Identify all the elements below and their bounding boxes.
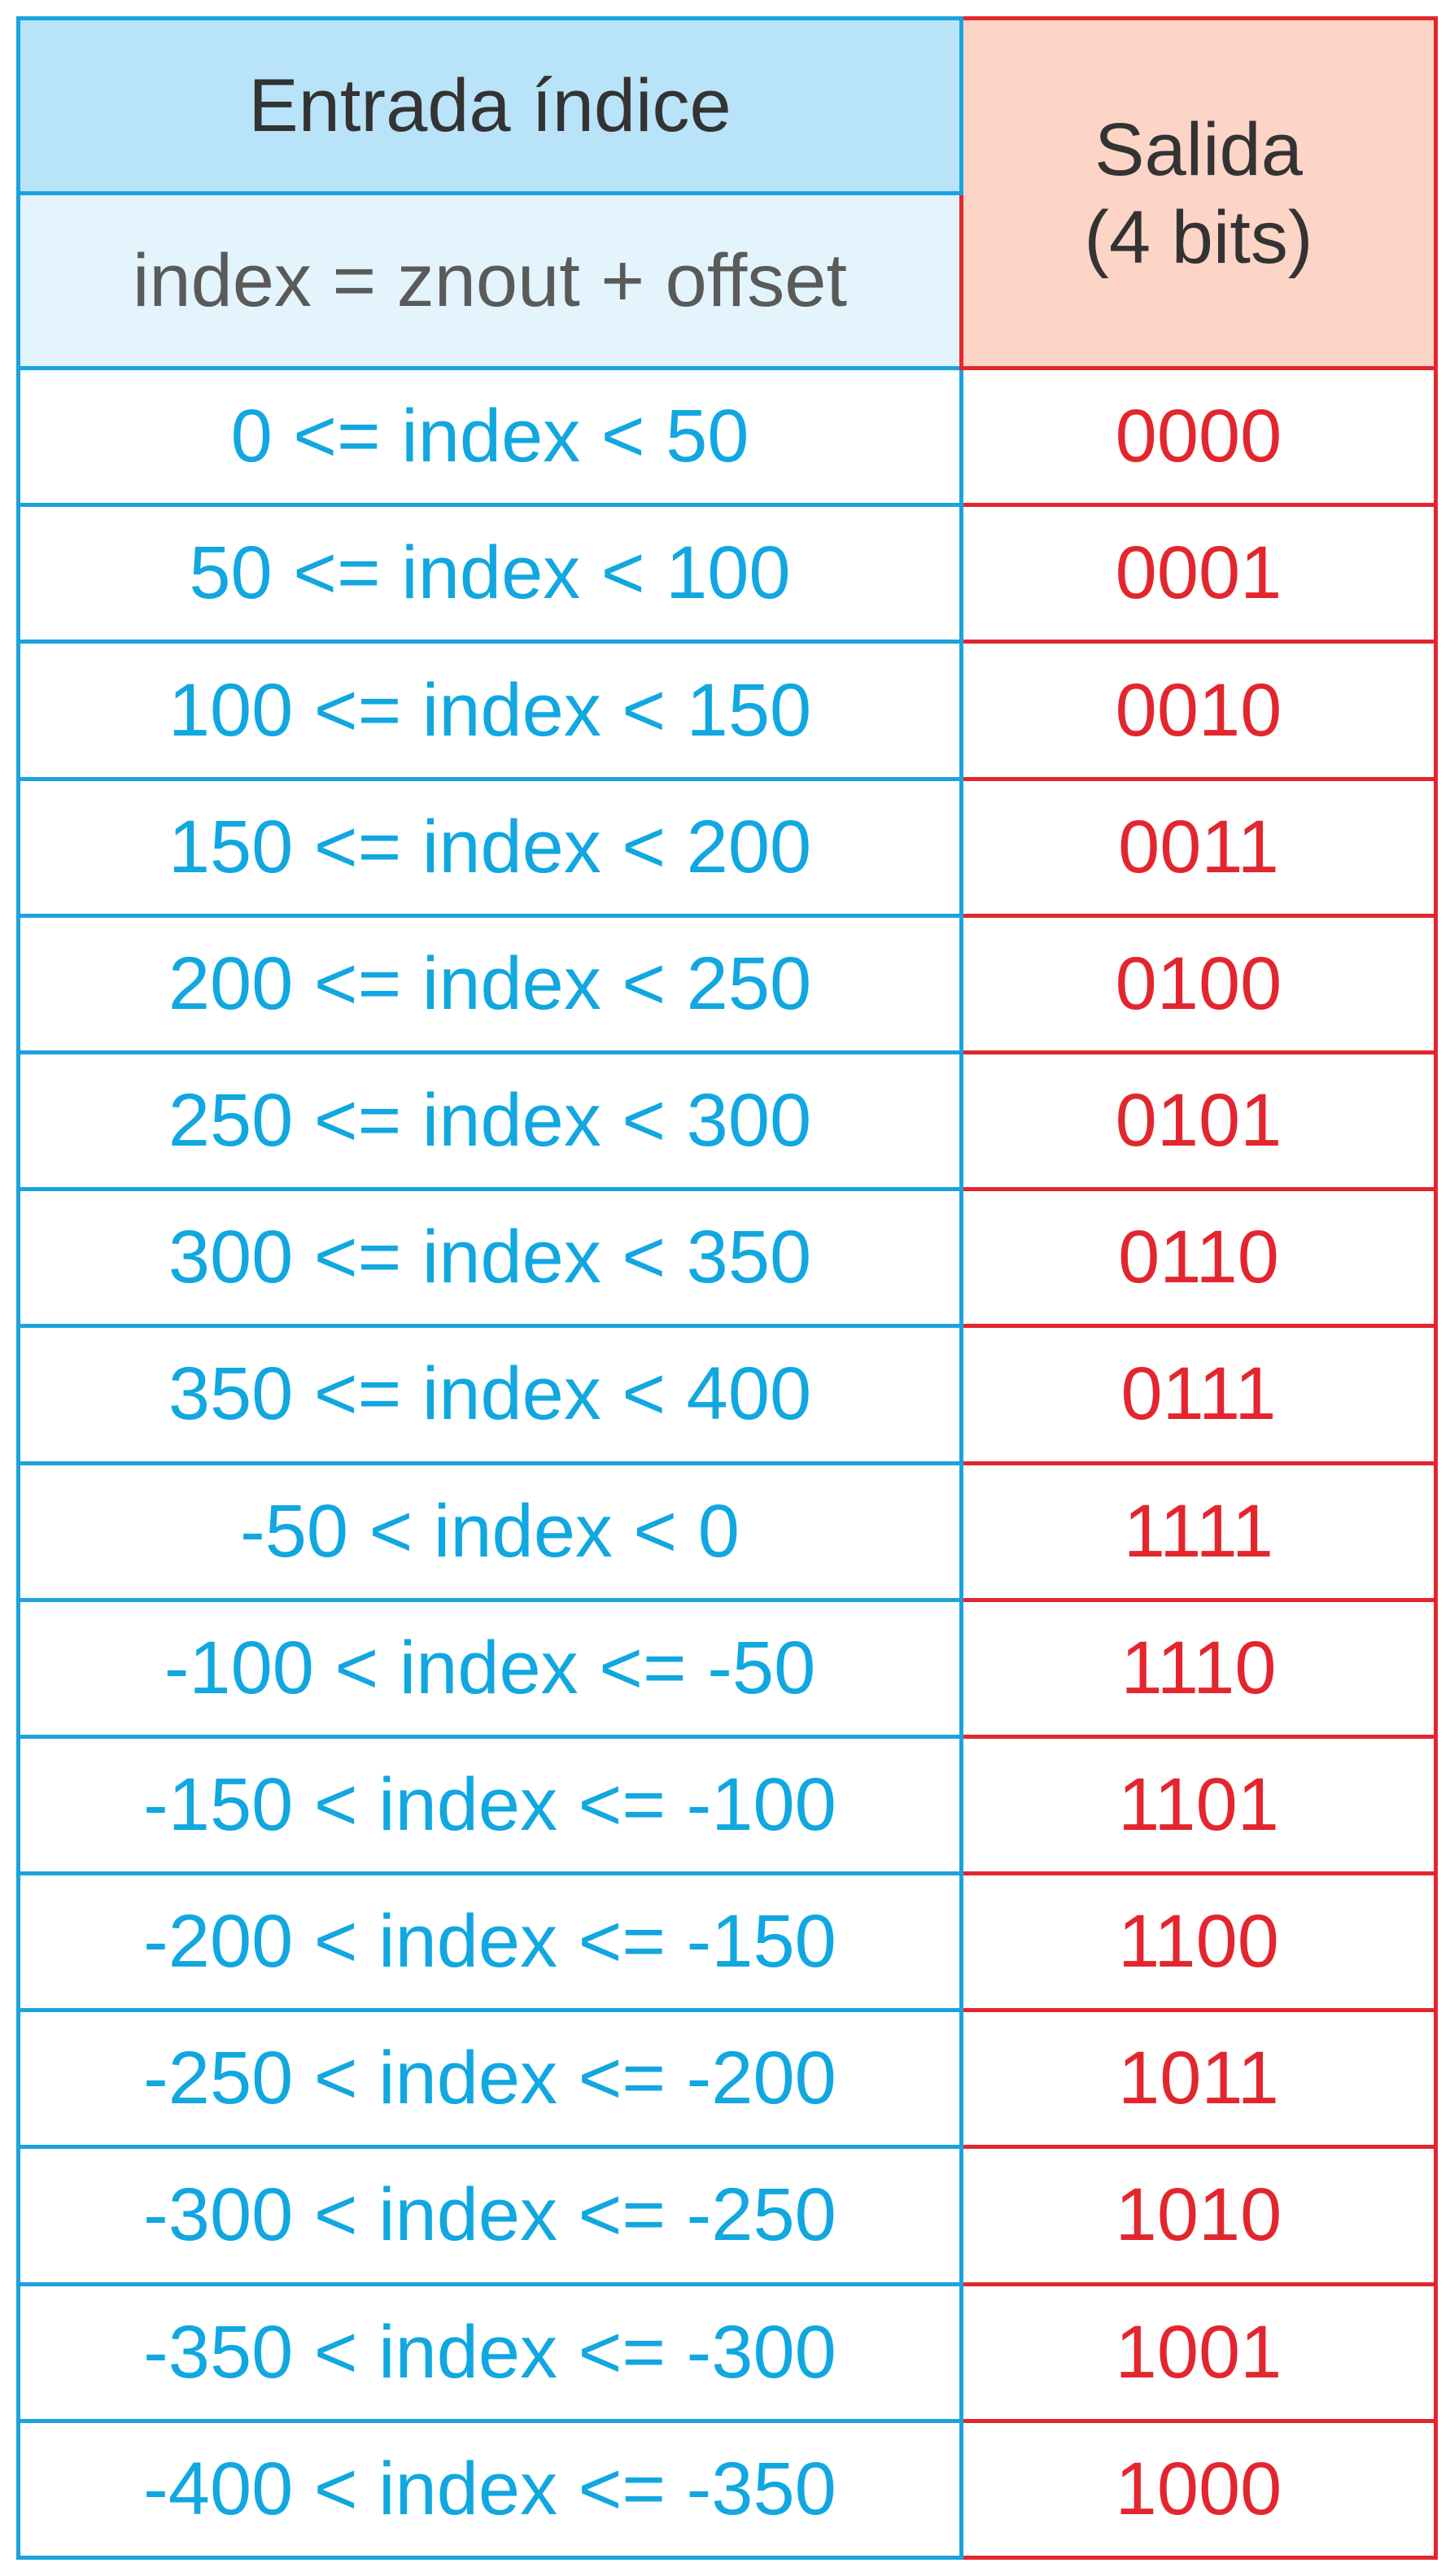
output-bits-cell: 1110	[959, 1597, 1438, 1739]
output-bits-cell: 1000	[959, 2418, 1438, 2561]
table-row: -300 < index <= -250 1010	[16, 2145, 1438, 2286]
input-range-cell: 0 <= index < 50	[16, 366, 963, 508]
header-row: Entrada índice Salida (4 bits)	[16, 15, 1438, 371]
output-bits-cell: 0100	[959, 913, 1438, 1054]
input-formula: index = znout + offset	[16, 191, 963, 371]
table-row: -350 < index <= -300 1001	[16, 2281, 1438, 2423]
input-range-cell: 150 <= index < 200	[16, 776, 963, 918]
output-bits-cell: 0011	[959, 776, 1438, 918]
lookup-table-body: Entrada índice Salida (4 bits) index = z…	[16, 15, 1438, 2561]
input-range-cell: -250 < index <= -200	[16, 2008, 963, 2150]
input-range-cell: 250 <= index < 300	[16, 1050, 963, 1192]
output-bits-cell: 0111	[959, 1324, 1438, 1465]
table-row: -150 < index <= -100 1101	[16, 1734, 1438, 1876]
output-bits-cell: 0000	[959, 366, 1438, 508]
output-title-line-1: Salida	[1094, 107, 1303, 191]
input-range-cell: -400 < index <= -350	[16, 2418, 963, 2561]
output-bits-cell: 0010	[959, 640, 1438, 781]
table-row: -50 < index < 0 1111	[16, 1460, 1438, 1602]
table-row: 350 <= index < 400 0111	[16, 1324, 1438, 1465]
table-row: -400 < index <= -350 1000	[16, 2418, 1438, 2561]
output-title-line-2: (4 bits)	[1084, 195, 1313, 279]
table-row: -250 < index <= -200 1011	[16, 2008, 1438, 2150]
output-bits-cell: 0001	[959, 503, 1438, 644]
input-range-cell: 100 <= index < 150	[16, 640, 963, 781]
output-bits-cell: 1100	[959, 1871, 1438, 2013]
input-range-cell: -100 < index <= -50	[16, 1597, 963, 1739]
table-row: 300 <= index < 350 0110	[16, 1187, 1438, 1329]
input-range-cell: -150 < index <= -100	[16, 1734, 963, 1876]
table-row: 150 <= index < 200 0011	[16, 776, 1438, 918]
output-bits-cell: 1010	[959, 2145, 1438, 2286]
subheader-row: index = znout + offset	[16, 191, 1436, 371]
input-range-cell: -50 < index < 0	[16, 1460, 963, 1602]
output-bits-cell: 1101	[959, 1734, 1438, 1876]
input-range-cell: -200 < index <= -150	[16, 1871, 963, 2013]
output-bits-cell: 1001	[959, 2281, 1438, 2423]
output-bits-cell: 1111	[959, 1460, 1438, 1602]
input-range-cell: 50 <= index < 100	[16, 503, 963, 644]
input-range-cell: 200 <= index < 250	[16, 913, 963, 1054]
table-row: 50 <= index < 100 0001	[16, 503, 1438, 644]
output-bits-cell: 0101	[959, 1050, 1438, 1192]
table-row: 200 <= index < 250 0100	[16, 913, 1438, 1054]
input-range-cell: 300 <= index < 350	[16, 1187, 963, 1329]
lookup-table-container: Entrada índice Salida (4 bits) index = z…	[16, 15, 1438, 2561]
output-bits-cell: 0110	[959, 1187, 1438, 1329]
input-range-cell: -350 < index <= -300	[16, 2281, 963, 2423]
table-row: -100 < index <= -50 1110	[16, 1597, 1438, 1739]
table-row: 250 <= index < 300 0101	[16, 1050, 1438, 1192]
input-range-cell: -300 < index <= -250	[16, 2145, 963, 2286]
table-row: 0 <= index < 50 0000	[16, 366, 1438, 508]
lookup-table: Entrada índice Salida (4 bits) index = z…	[16, 15, 1438, 2561]
input-range-cell: 350 <= index < 400	[16, 1324, 963, 1465]
input-column-title: Entrada índice	[16, 15, 963, 196]
table-row: 100 <= index < 150 0010	[16, 640, 1438, 781]
output-column-title: Salida (4 bits)	[959, 15, 1438, 371]
table-row: -200 < index <= -150 1100	[16, 1871, 1438, 2013]
output-bits-cell: 1011	[959, 2008, 1438, 2150]
